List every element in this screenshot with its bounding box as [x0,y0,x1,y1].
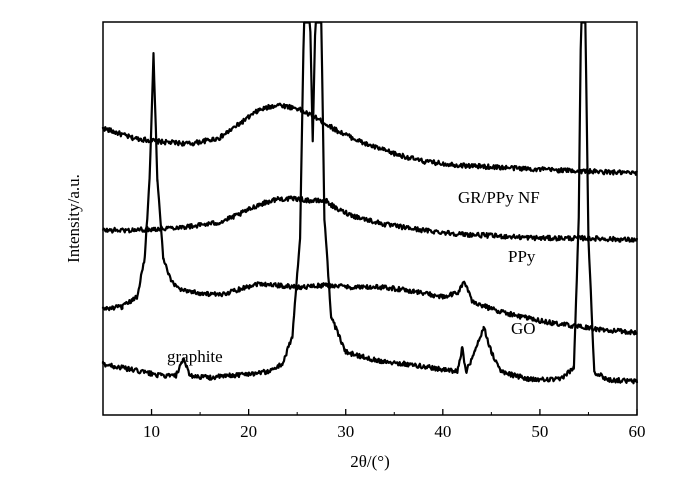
series-labels-group: GR/PPy NF PPy GO graphite [167,188,540,366]
x-tick-label: 40 [434,422,451,441]
x-axis-title: 2θ/(°) [350,452,390,471]
series-line-ppy [101,195,639,243]
series-line-graphite [101,21,639,385]
x-tick-label: 60 [629,422,646,441]
plot-frame [102,21,638,416]
x-tick-label: 20 [240,422,257,441]
series-label-gr-ppy-nf: GR/PPy NF [458,188,540,207]
x-tick-label: 10 [143,422,160,441]
x-tick-label: 50 [531,422,548,441]
series-line-gr-ppy-nf [101,102,638,176]
series-label-ppy: PPy [508,247,536,266]
series-group [101,21,639,385]
series-label-graphite: graphite [167,347,223,366]
axes-group [102,21,638,416]
x-tick-label: 30 [337,422,354,441]
series-label-go: GO [511,319,536,338]
ticks-group: 10 20 30 40 50 60 [143,409,646,441]
series-line-go [101,52,638,336]
y-axis-title: Intensity/a.u. [64,174,83,263]
